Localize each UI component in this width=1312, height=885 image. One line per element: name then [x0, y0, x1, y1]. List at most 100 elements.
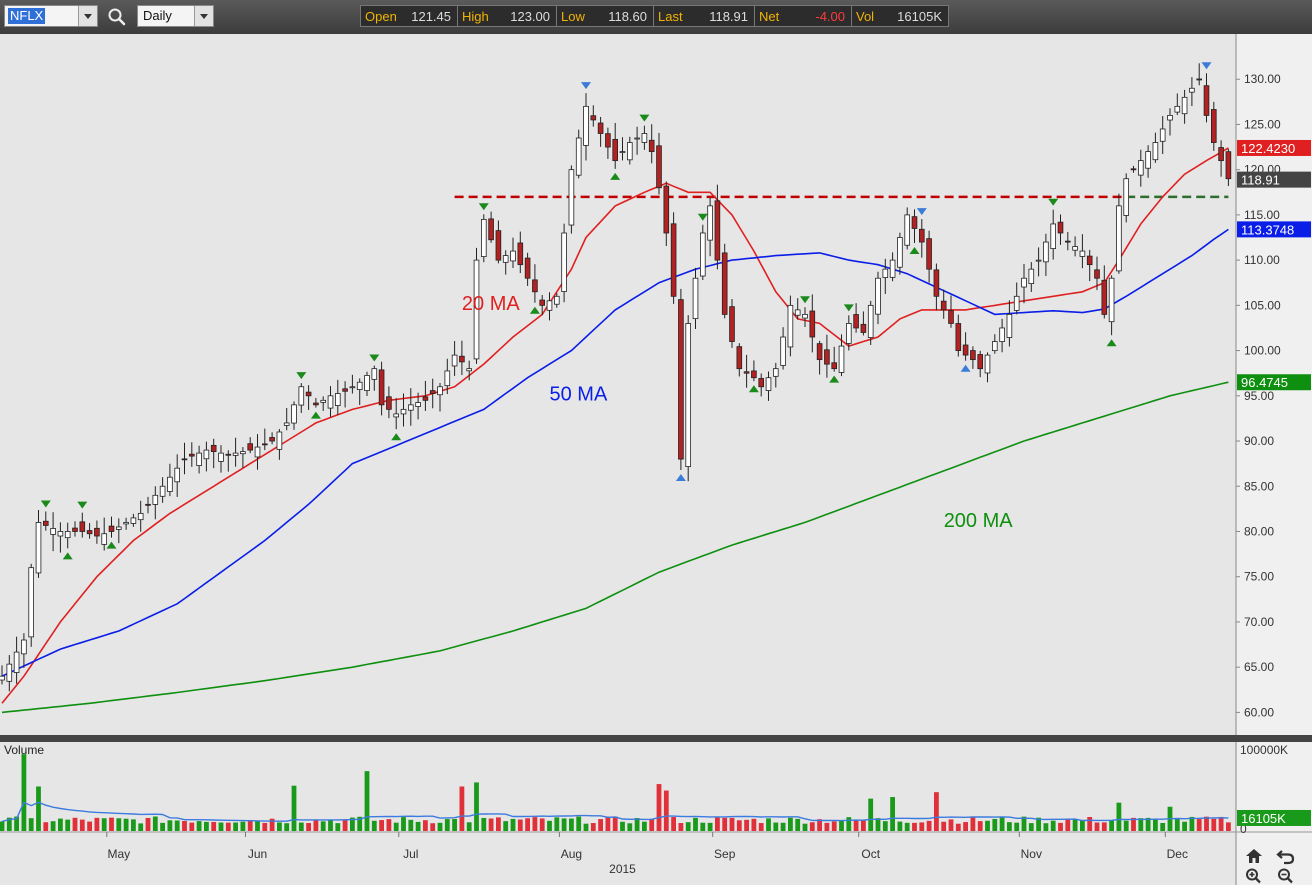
candles-group	[0, 63, 1232, 692]
swing-low-marker	[310, 411, 321, 419]
volume-bar	[1218, 816, 1224, 831]
candle-up	[1072, 236, 1078, 257]
volume-bar	[963, 822, 968, 831]
volume-bar	[28, 818, 34, 831]
candle-up	[692, 267, 699, 329]
volume-bar	[1211, 818, 1217, 831]
volume-bar	[656, 784, 662, 831]
candle-up	[174, 454, 181, 497]
volume-bar	[1153, 818, 1158, 831]
candle-body	[605, 133, 611, 148]
volume-bar	[225, 822, 231, 831]
candle-down	[721, 243, 728, 319]
candle-up	[554, 293, 560, 308]
price-tick-label: 110.00	[1244, 253, 1280, 267]
candle-up	[627, 136, 633, 165]
candle-up	[101, 517, 108, 551]
candle-up	[1021, 263, 1027, 304]
candle-body	[13, 651, 20, 673]
volume-bar	[1014, 822, 1020, 831]
undo-icon[interactable]	[1276, 847, 1296, 865]
candle-down	[188, 442, 195, 467]
candle-body	[583, 105, 589, 146]
volume-bar	[554, 817, 560, 831]
candle-body	[794, 309, 801, 316]
candle-body	[1065, 240, 1071, 243]
zoom-in-icon[interactable]	[1244, 867, 1264, 885]
month-label: Sep	[714, 847, 736, 861]
volume-bar	[430, 823, 436, 831]
candle-body	[393, 413, 399, 418]
candle-body	[641, 133, 648, 143]
candle-body	[524, 257, 531, 279]
interval-selector[interactable]: Daily	[137, 5, 214, 27]
candle-down	[670, 212, 677, 304]
candle-body	[137, 512, 144, 521]
volume-bar	[729, 817, 735, 831]
price-label: 122.4230	[1241, 141, 1295, 156]
candle-body	[196, 452, 202, 466]
candle-up	[1174, 93, 1181, 116]
candle-up	[780, 327, 786, 370]
volume-bar	[861, 819, 866, 831]
candle-up	[6, 655, 13, 692]
candle-up	[21, 633, 27, 668]
volume-bar	[262, 822, 268, 831]
candle-down	[751, 360, 757, 382]
zoom-out-icon[interactable]	[1276, 867, 1296, 885]
swing-low-marker	[909, 247, 920, 255]
candle-body	[283, 422, 290, 426]
volume-bar	[233, 822, 238, 831]
month-label: Jun	[248, 847, 267, 861]
ma50-line	[1, 228, 1229, 677]
candle-up	[583, 93, 589, 161]
candle-up	[1189, 77, 1195, 107]
candle-body	[1218, 147, 1224, 162]
volume-bar	[415, 821, 421, 831]
volume-bar	[590, 823, 596, 831]
price-chart[interactable]: 60.00 65.00 70.00 75.00 80.00 85.00 90.00 95.00…	[0, 34, 1312, 885]
candle-up	[1013, 282, 1020, 315]
candle-up	[700, 224, 706, 281]
candle-up	[1116, 193, 1122, 274]
candle-body	[875, 277, 881, 315]
home-icon[interactable]	[1244, 847, 1264, 865]
volume-bar	[948, 819, 954, 831]
candle-up	[787, 295, 794, 357]
swing-high-marker	[800, 296, 810, 304]
volume-bar	[1123, 820, 1129, 831]
candle-down	[247, 437, 254, 454]
candle-body	[1116, 205, 1122, 272]
search-icon[interactable]	[106, 6, 128, 28]
candle-body	[232, 452, 239, 456]
symbol-dropdown-icon[interactable]	[78, 6, 97, 26]
volume-bar	[605, 816, 611, 831]
candle-body	[773, 368, 779, 377]
volume-bar	[152, 816, 158, 831]
interval-dropdown-icon[interactable]	[194, 6, 213, 26]
symbol-selector[interactable]: NFLX	[4, 5, 98, 27]
candle-body	[298, 386, 305, 406]
volume-bar	[612, 816, 618, 831]
quote-label: Net	[759, 8, 780, 24]
volume-bar	[182, 820, 187, 831]
volume-bar	[1145, 817, 1151, 831]
swing-high-marker	[916, 208, 927, 216]
candle-up	[846, 315, 852, 351]
candle-body	[35, 522, 42, 574]
volume-bar	[138, 823, 144, 831]
candle-up	[568, 165, 575, 234]
candle-down	[488, 211, 494, 243]
volume-bar	[364, 771, 370, 831]
symbol-input[interactable]: NFLX	[8, 8, 46, 24]
candle-down	[86, 523, 93, 539]
candle-body	[1145, 151, 1151, 169]
candle-body	[466, 368, 472, 372]
candle-body	[1138, 160, 1144, 176]
price-label: 113.3748	[1241, 222, 1294, 237]
candle-body	[349, 386, 356, 389]
candle-up	[415, 392, 421, 420]
candle-body	[1086, 255, 1093, 266]
candle-body	[1079, 250, 1086, 257]
month-label: Aug	[561, 847, 582, 861]
